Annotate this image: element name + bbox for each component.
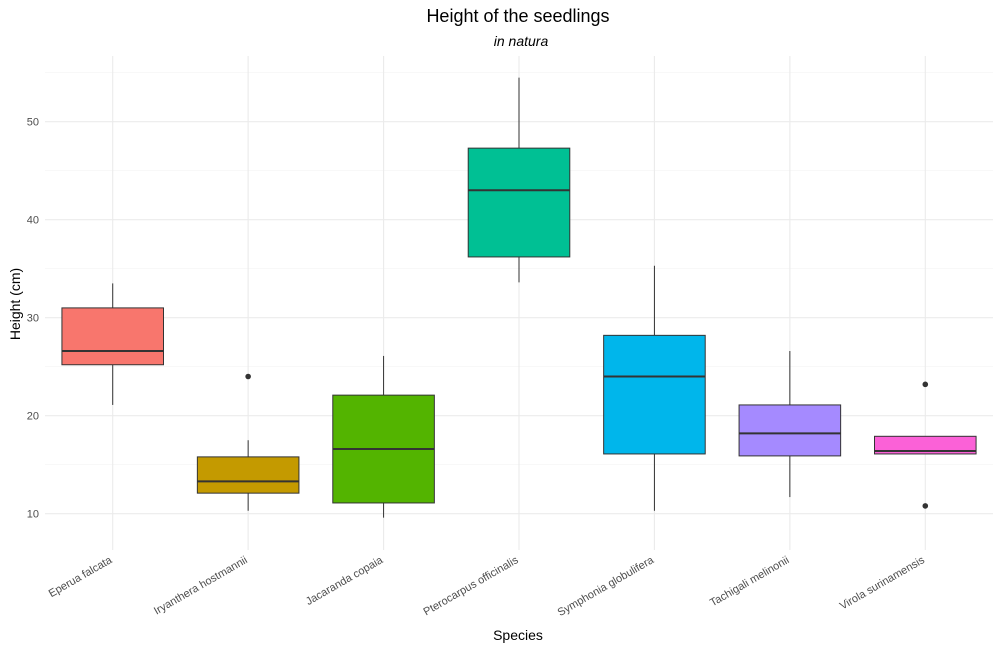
x-tick-label: Eperua falcata xyxy=(47,554,115,600)
x-tick-label: Virola surinamensis xyxy=(838,554,927,613)
x-tick-label: Tachigali melinonii xyxy=(708,554,791,609)
outlier-point xyxy=(922,503,929,509)
box-body xyxy=(196,456,300,494)
box-3 xyxy=(332,355,435,518)
x-tick-label: Pterocarpus officinalis xyxy=(421,554,520,618)
box-4 xyxy=(467,77,571,283)
box-1 xyxy=(61,283,164,405)
x-tick-label: Jacaranda copaia xyxy=(304,554,386,608)
chart-title: Height of the seedlings xyxy=(426,6,609,26)
boxes xyxy=(61,77,977,518)
box-body xyxy=(61,307,164,366)
y-tick-label: 10 xyxy=(27,509,39,521)
outlier-point xyxy=(245,373,251,380)
box-body xyxy=(874,435,977,455)
outlier-point xyxy=(922,381,929,388)
x-axis-ticks: Eperua falcata Iryanthera hostmannii Jacar… xyxy=(47,554,927,619)
y-tick-label: 20 xyxy=(27,411,39,423)
box-2 xyxy=(196,373,300,511)
box-body xyxy=(467,147,571,258)
y-axis-title: Height (cm) xyxy=(7,268,23,340)
box-6 xyxy=(738,351,842,498)
x-axis-title: Species xyxy=(493,627,543,643)
y-axis-ticks: 10 20 30 40 50 xyxy=(27,117,39,521)
box-5 xyxy=(603,265,706,511)
box-7 xyxy=(874,381,977,509)
x-tick-label: Iryanthera hostmannii xyxy=(152,554,250,617)
chart-subtitle: in natura xyxy=(494,33,549,49)
y-tick-label: 40 xyxy=(27,215,39,227)
x-tick-label: Symphonia globulifera xyxy=(556,554,657,619)
box-body xyxy=(738,404,842,457)
y-tick-label: 30 xyxy=(27,313,39,325)
box-body xyxy=(603,334,706,455)
y-tick-label: 50 xyxy=(27,117,39,129)
